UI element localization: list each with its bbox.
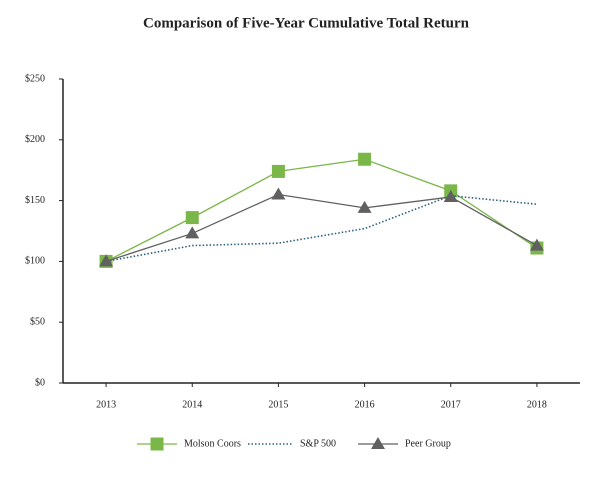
data-point	[529, 238, 544, 251]
x-tick-label: 2013	[96, 399, 116, 410]
legend-label: S&P 500	[300, 438, 336, 449]
x-tick-label: 2014	[182, 399, 202, 410]
data-point	[271, 187, 286, 200]
legend-label: Peer Group	[405, 438, 451, 449]
legend-label: Molson Coors	[184, 438, 241, 449]
series-line	[105, 194, 537, 263]
x-tick-label: 2017	[441, 399, 461, 410]
series-line	[105, 193, 538, 263]
legend-marker	[150, 437, 164, 451]
y-tick-label: $250	[25, 73, 45, 84]
y-tick-label: $200	[25, 134, 45, 145]
data-point	[99, 254, 114, 267]
y-tick-label: $50	[30, 316, 45, 327]
legend-marker	[371, 437, 385, 449]
chart-title: Comparison of Five-Year Cumulative Total…	[143, 15, 470, 31]
x-tick-label: 2018	[527, 399, 547, 410]
y-tick-label: $100	[25, 256, 45, 267]
data-point	[358, 152, 372, 166]
data-point	[185, 211, 199, 225]
data-point	[271, 164, 285, 178]
series-line	[105, 158, 538, 262]
data-point	[443, 189, 458, 202]
data-point	[357, 200, 372, 213]
y-tick-label: $0	[35, 377, 45, 388]
y-tick-label: $150	[25, 195, 45, 206]
data-point	[185, 226, 200, 239]
x-tick-label: 2015	[268, 399, 288, 410]
x-tick-label: 2016	[355, 399, 375, 410]
